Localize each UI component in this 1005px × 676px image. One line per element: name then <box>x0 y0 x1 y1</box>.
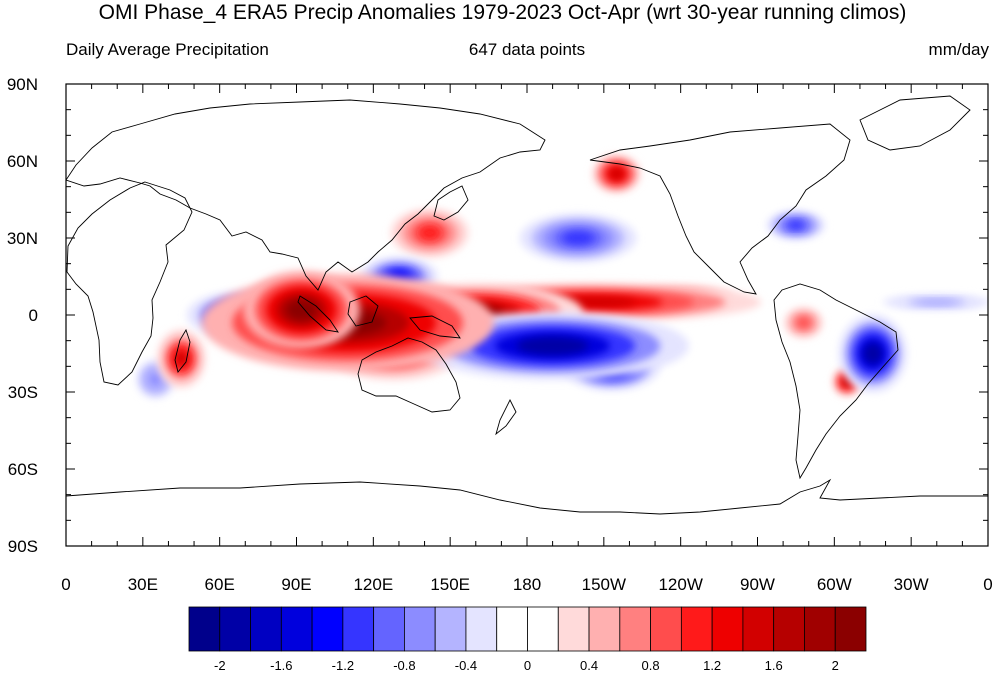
lon-tick-label: 150E <box>430 575 470 594</box>
coastline-north-america <box>589 123 851 295</box>
colorbar-swatch <box>588 606 621 652</box>
lon-tick-label: 150W <box>582 575 626 594</box>
colorbar-swatch <box>619 606 651 652</box>
colorbar-swatch <box>711 606 744 652</box>
colorbar-swatch <box>280 606 313 652</box>
tick-marks <box>65 83 989 547</box>
coastline-sumatra <box>297 295 339 333</box>
lon-tick-label: 120E <box>353 575 393 594</box>
colorbar-swatch <box>834 606 867 652</box>
colorbar: -2 -1.6 -1.2 -0.8 -0.4 0 0.4 0.8 1.2 1.6 2 <box>188 606 867 673</box>
anomaly-mozambique-wet <box>157 329 206 388</box>
subtitle-center: 647 data points <box>468 40 586 59</box>
coastline-australia <box>357 337 461 413</box>
anomaly-north-pacific-dry <box>519 213 637 263</box>
lat-tick-label: 60N <box>7 152 38 171</box>
tick-labels: 0 30E 60E 90E 120E 150E 180 150W 120W 90W 60W 30W 0 9… <box>7 75 993 594</box>
colorbar-swatch <box>311 606 344 652</box>
anomaly-equatorial-atlantic-dry <box>883 294 988 310</box>
subtitle-units: mm/day <box>928 40 989 59</box>
lon-tick-label: 60W <box>817 575 852 594</box>
colorbar-label: -1.6 <box>270 658 292 673</box>
anomaly-spcz-dry <box>416 311 689 380</box>
subtitle-left: Daily Average Precipitation <box>66 40 269 59</box>
colorbar-swatch <box>557 606 590 652</box>
colorbar-label: 0.8 <box>642 658 660 673</box>
anomaly-sumatra-wet <box>243 270 360 349</box>
colorbar-swatch <box>465 606 498 652</box>
coastline-borneo <box>347 295 379 327</box>
lat-tick-label: 30N <box>7 229 38 248</box>
figure-title: OMI Phase_4 ERA5 Precip Anomalies 1979-2… <box>98 1 907 24</box>
anomaly-alaska-wet <box>592 154 641 194</box>
anomaly-brazil-dry <box>838 314 907 393</box>
anomaly-north-atlantic-dry <box>766 210 826 240</box>
colorbar-swatch <box>342 606 375 652</box>
coastline-new-guinea <box>409 315 461 339</box>
anomaly-field <box>136 154 988 399</box>
coastline-japan <box>433 185 469 221</box>
colorbar-swatch <box>434 606 467 652</box>
colorbar-swatch <box>496 606 528 652</box>
coastline-new-zealand <box>495 398 517 436</box>
colorbar-swatch <box>527 606 559 652</box>
coastlines <box>66 95 988 515</box>
colorbar-label: -1.2 <box>332 658 354 673</box>
lon-tick-label: 0 <box>61 575 70 594</box>
colorbar-label: 0.4 <box>580 658 598 673</box>
colorbar-swatch <box>804 606 836 652</box>
colorbar-label: 1.6 <box>765 658 783 673</box>
colorbar-swatch <box>219 606 251 652</box>
lat-tick-label: 90S <box>8 537 38 556</box>
lon-tick-label: 180 <box>513 575 541 594</box>
colorbar-swatch <box>250 606 282 652</box>
coastline-greenland <box>859 95 971 151</box>
lon-tick-label: 30W <box>894 575 929 594</box>
colorbar-swatch <box>680 606 713 652</box>
colorbar-swatch <box>404 606 436 652</box>
lon-tick-label: 90W <box>740 575 775 594</box>
lat-tick-label: 90N <box>7 75 38 94</box>
anomaly-amazon-wet <box>784 307 823 339</box>
lat-tick-label: 0 <box>29 306 38 325</box>
lon-tick-label: 90E <box>281 575 311 594</box>
lat-tick-label: 30S <box>8 383 38 402</box>
colorbar-label: -0.4 <box>455 658 477 673</box>
colorbar-label: 2 <box>832 658 839 673</box>
anomaly-japan-wet <box>390 208 469 258</box>
colorbar-label: 0 <box>524 658 531 673</box>
lat-tick-label: 60S <box>8 460 38 479</box>
colorbar-swatch <box>742 606 775 652</box>
colorbar-label: 1.2 <box>703 658 721 673</box>
coastline-madagascar <box>174 328 191 373</box>
colorbar-swatch <box>373 606 405 652</box>
colorbar-label: -0.8 <box>393 658 415 673</box>
colorbar-label: -2 <box>214 658 226 673</box>
coastline-eurasia <box>66 99 546 291</box>
coastline-south-america <box>773 283 899 480</box>
colorbar-swatch <box>773 606 805 652</box>
coastline-antarctica <box>66 478 988 515</box>
lon-tick-label: 60E <box>205 575 235 594</box>
lon-tick-label: 120W <box>658 575 702 594</box>
lon-tick-label: 30E <box>128 575 158 594</box>
lon-tick-label: 0 <box>983 575 992 594</box>
coastline-africa <box>66 181 193 386</box>
colorbar-swatch <box>188 606 221 652</box>
colorbar-swatch <box>650 606 682 652</box>
